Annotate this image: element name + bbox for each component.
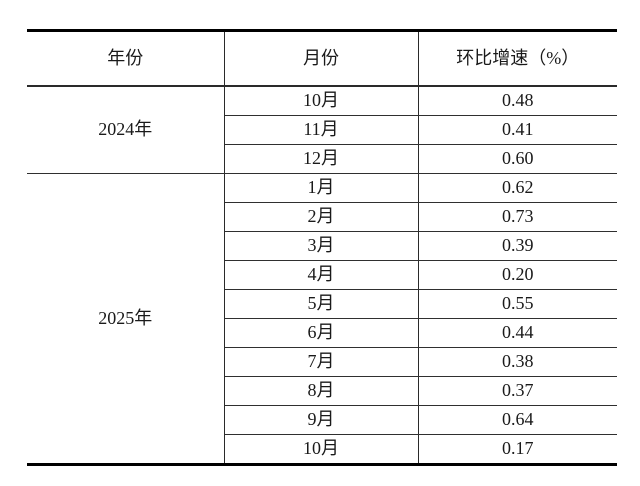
value-cell: 0.41: [418, 115, 617, 145]
value-cell: 0.48: [418, 86, 617, 116]
table-row: 7月 0.38: [27, 347, 617, 377]
growth-rate-table: 年份 月份 环比增速（%） 2024年 10月 0.48 11月 0.41 12…: [27, 29, 617, 466]
month-cell: 12月: [224, 144, 419, 174]
table-row: 2025年 1月 0.62: [27, 173, 617, 465]
value-cell: 0.55: [418, 289, 617, 319]
table-row: 2月 0.73: [27, 202, 617, 232]
value-cell: 0.39: [418, 231, 617, 261]
value-cell: 0.20: [418, 260, 617, 290]
table-row: 2024年 10月 0.48: [27, 86, 617, 174]
month-cell: 10月: [224, 434, 419, 465]
value-cell: 0.44: [418, 318, 617, 348]
value-cell: 0.73: [418, 202, 617, 232]
year-cell-2025: 2025年: [27, 173, 225, 465]
value-cell: 0.62: [418, 173, 617, 203]
month-cell: 3月: [224, 231, 419, 261]
table-row: 9月 0.64: [27, 405, 617, 435]
month-cell: 5月: [224, 289, 419, 319]
month-cell: 4月: [224, 260, 419, 290]
table-row: 4月 0.20: [27, 260, 617, 290]
table-row: 10月 0.17: [27, 434, 617, 465]
growth-column-header: 环比增速（%）: [418, 30, 617, 87]
month-cell: 1月: [224, 173, 419, 203]
month-cell: 7月: [224, 347, 419, 377]
growth-rate-table-container: 年份 月份 环比增速（%） 2024年 10月 0.48 11月 0.41 12…: [27, 29, 617, 466]
month-cell: 6月: [224, 318, 419, 348]
month-cell: 8月: [224, 376, 419, 406]
value-cell: 0.60: [418, 144, 617, 174]
table-row: 12月 0.60: [27, 144, 617, 174]
month-cell: 11月: [224, 115, 419, 145]
table-row: 6月 0.44: [27, 318, 617, 348]
year-cell-2024: 2024年: [27, 86, 225, 174]
month-cell: 10月: [224, 86, 419, 116]
table-header: 年份 月份 环比增速（%）: [27, 30, 617, 87]
header-row: 年份 月份 环比增速（%）: [27, 30, 617, 87]
value-cell: 0.38: [418, 347, 617, 377]
value-cell: 0.37: [418, 376, 617, 406]
month-cell: 2月: [224, 202, 419, 232]
table-body: 2024年 10月 0.48 11月 0.41 12月 0.60 2025年 1…: [27, 86, 617, 465]
value-cell: 0.17: [502, 438, 534, 459]
table-row: 3月 0.39: [27, 231, 617, 261]
month-cell: 9月: [224, 405, 419, 435]
month-column-header: 月份: [224, 30, 419, 87]
table-row: 8月 0.37: [27, 376, 617, 406]
table-row: 11月 0.41: [27, 115, 617, 145]
year-column-header: 年份: [27, 30, 225, 87]
value-cell: 0.64: [418, 405, 617, 435]
table-row: 5月 0.55: [27, 289, 617, 319]
